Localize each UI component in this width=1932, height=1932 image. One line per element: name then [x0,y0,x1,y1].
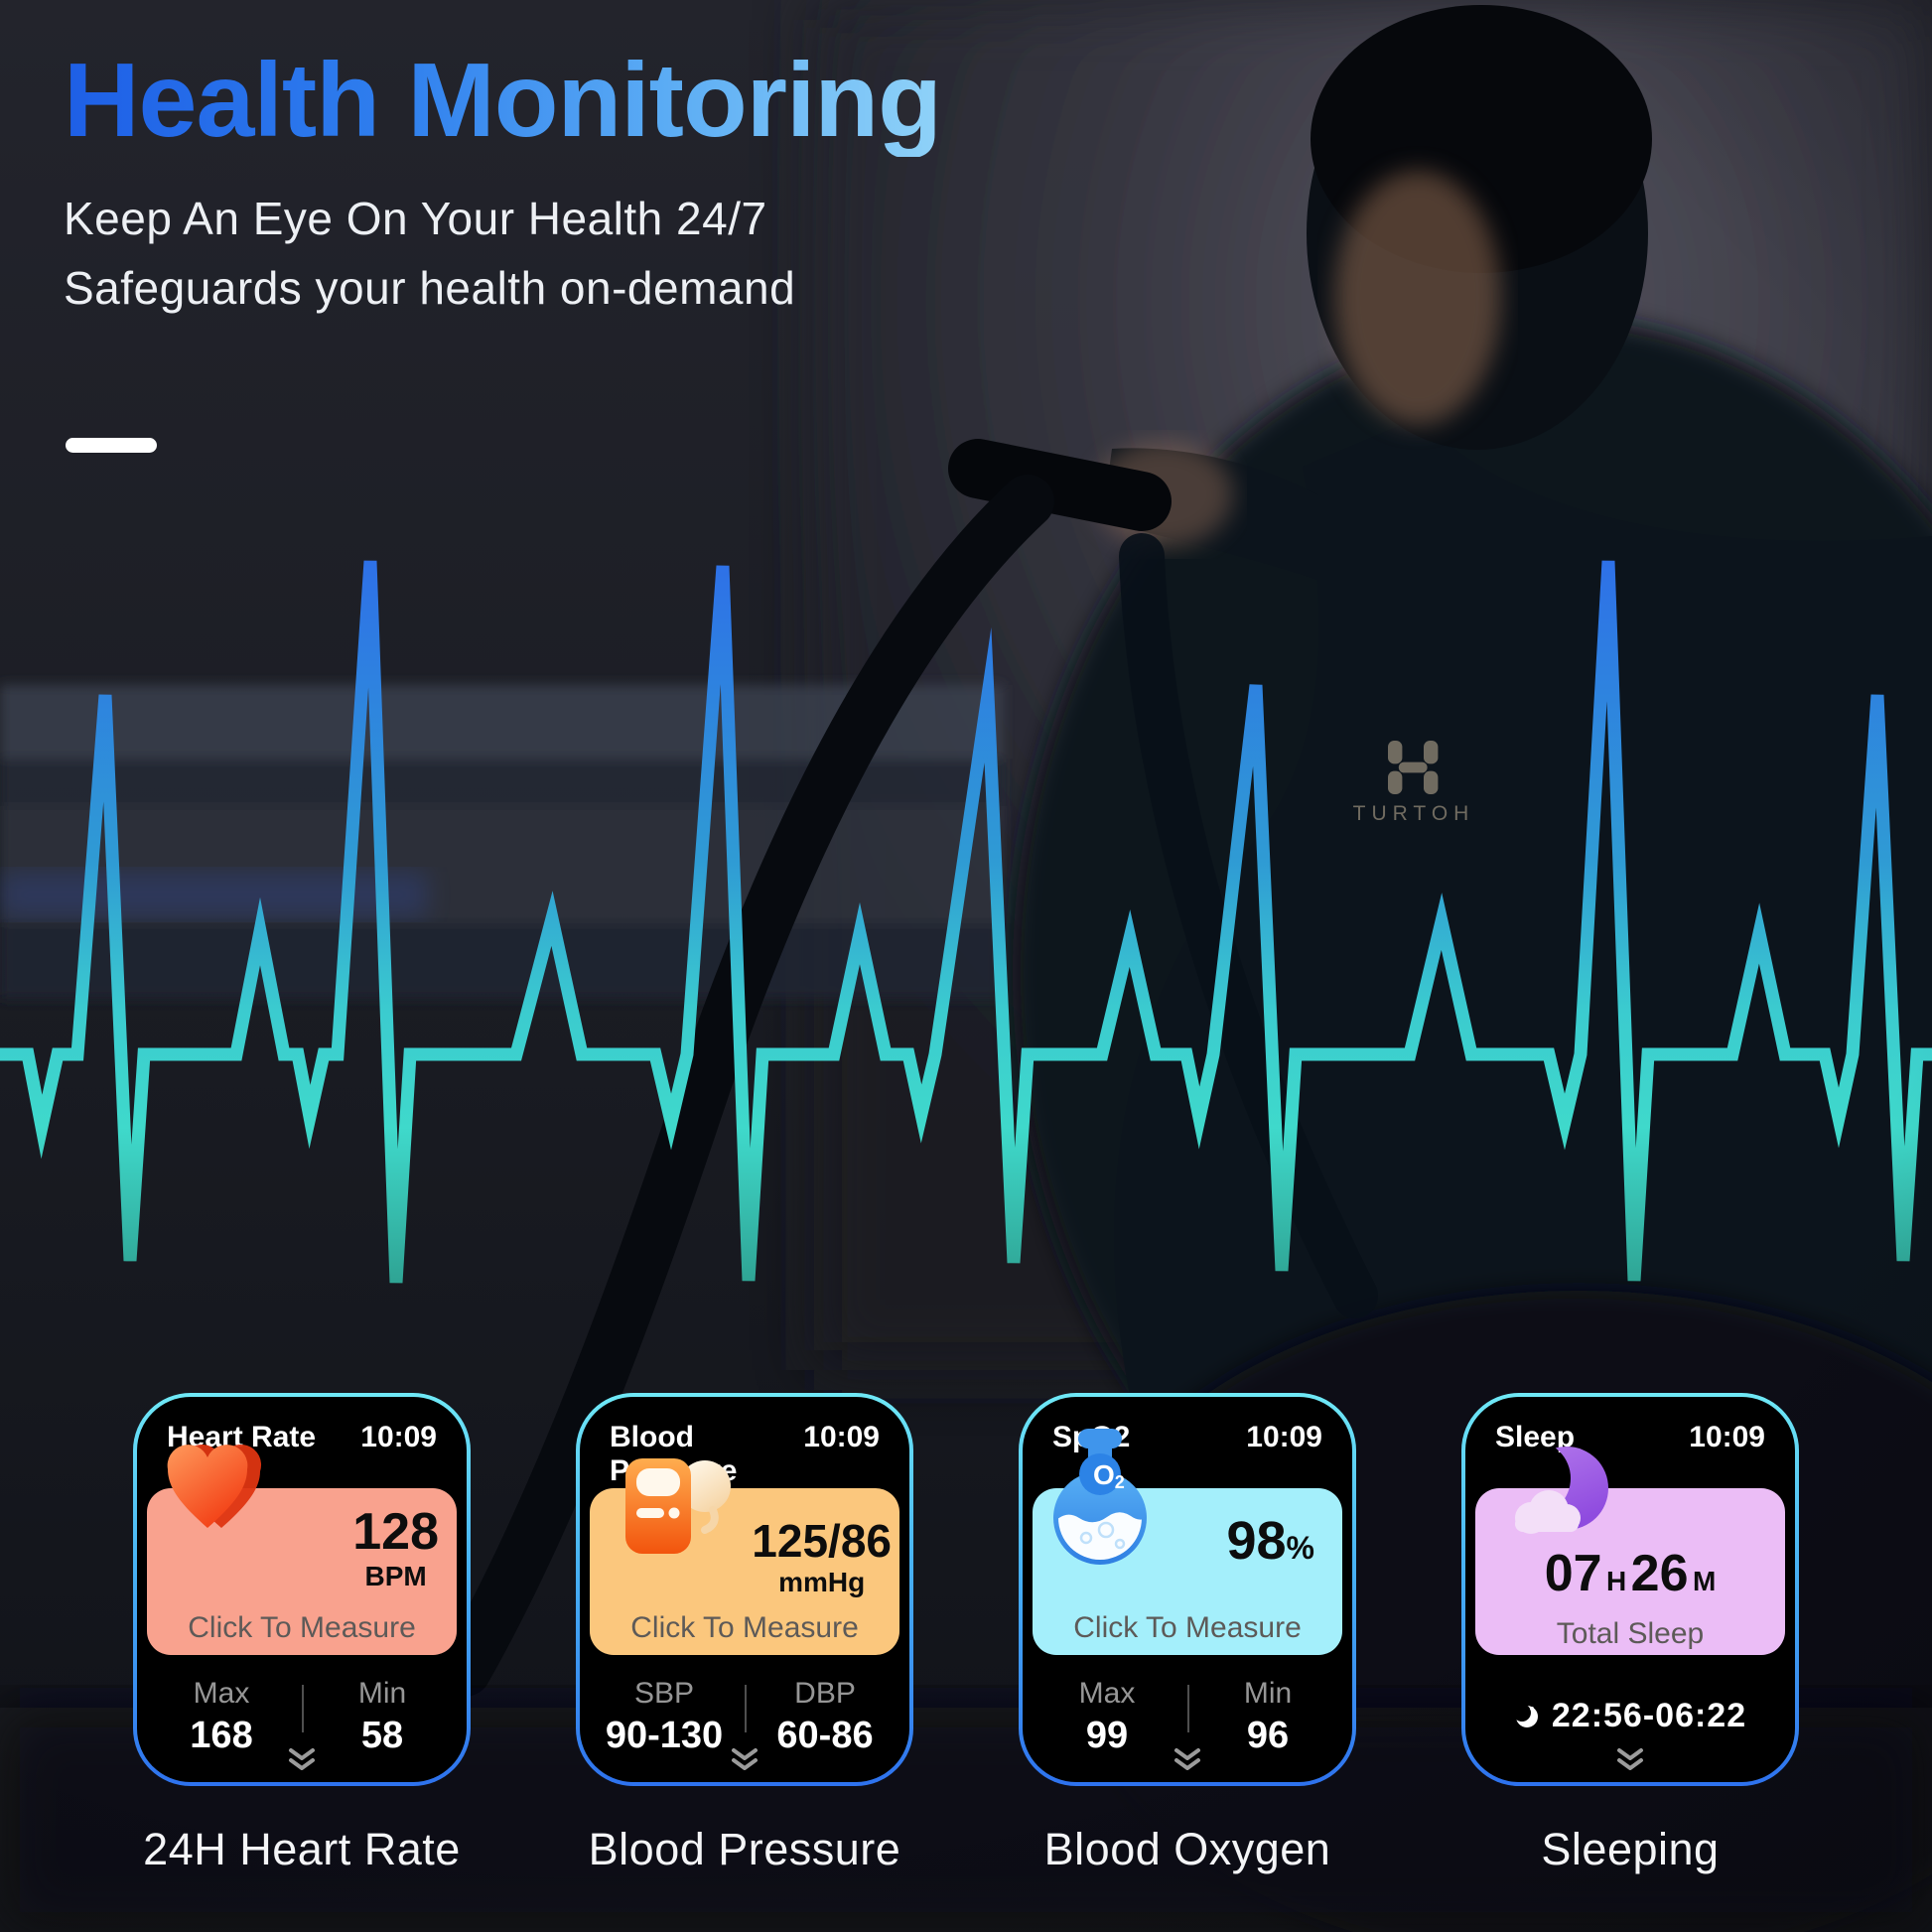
sleep-minutes-unit: M [1692,1566,1717,1596]
card-caption: Blood Oxygen [1043,1824,1331,1874]
measure-action[interactable]: Click To Measure [1073,1611,1302,1644]
card-caption: 24H Heart Rate [143,1824,461,1874]
sleep-minutes: 26 [1630,1545,1689,1602]
crescent-icon [1515,1705,1538,1727]
measure-action[interactable]: Click To Measure [630,1611,859,1644]
card-blood-pressure: Blood Pressure 10:09 [576,1393,913,1786]
stat-divider [302,1685,304,1732]
metric-unit: % [1286,1530,1314,1566]
flask-o2-label: O2 [1093,1459,1125,1492]
watch-cards-row: Heart Rate 10:09 128 BPM [0,1393,1932,1875]
stat-value: 60-86 [776,1715,874,1756]
card-heart-rate: Heart Rate 10:09 128 BPM [133,1393,471,1786]
stat-label: Min [1243,1677,1293,1710]
chevron-down-icon[interactable] [1170,1746,1205,1774]
card-spo2: SpO2 10:09 [1019,1393,1356,1786]
blue-light-streak [0,872,427,917]
metric-unit: mmHg [778,1566,866,1597]
metric-value: 128 [352,1503,439,1561]
sleep-hours-unit: H [1605,1566,1627,1596]
stat-divider [745,1685,747,1732]
card-column-blood-oxygen: SpO2 10:09 [1019,1393,1356,1875]
chevron-down-icon[interactable] [727,1746,762,1774]
metric-value: 98 [1226,1511,1287,1571]
hero: Health Monitoring Keep An Eye On Your He… [64,42,942,324]
card-caption: Blood Pressure [588,1824,901,1874]
card-column-blood-pressure: Blood Pressure 10:09 [576,1393,913,1875]
chevron-down-icon[interactable] [284,1746,320,1774]
oxygen-flask-icon: O2 [1053,1429,1147,1565]
stat-label: DBP [794,1677,856,1710]
stat-value: 90-130 [605,1715,724,1756]
card-time: 10:09 [1246,1421,1322,1453]
chevron-down-icon[interactable] [1612,1746,1648,1774]
hero-subtitle-line2: Safeguards your health on-demand [64,262,796,315]
stat-divider [1187,1685,1189,1732]
stat-value: 168 [190,1715,253,1756]
shirt-logo-text: TURTOH [1353,802,1475,825]
card-time: 10:09 [1689,1421,1765,1453]
hero-subtitle-line1: Keep An Eye On Your Health 24/7 [64,193,767,245]
sleep-range: 22:56-06:22 [1551,1697,1747,1734]
heart-icon [167,1444,262,1528]
divider-dash [66,438,157,453]
stat-label: Max [1078,1677,1136,1710]
blood-pressure-monitor-icon [625,1458,731,1554]
stat-label: Min [357,1677,407,1710]
page-title: Health Monitoring [64,42,942,159]
stat-value: 96 [1246,1715,1290,1756]
moon-cloud-icon [1515,1447,1608,1534]
card-sleep: Sleep 10:09 [1461,1393,1799,1786]
stat-value: 99 [1085,1715,1129,1756]
stat-label: SBP [633,1677,695,1710]
sleep-hours: 07 [1544,1545,1602,1602]
metric-value: 125/86 [752,1515,892,1567]
measure-action[interactable]: Click To Measure [188,1611,416,1644]
card-caption: Sleeping [1541,1824,1720,1874]
card-column-heart-rate: Heart Rate 10:09 128 BPM [133,1393,471,1875]
metric-unit: BPM [364,1561,427,1592]
athlete-face [1334,171,1501,425]
card-time: 10:09 [803,1421,880,1453]
stat-label: Max [193,1677,250,1710]
stat-value: 58 [360,1715,404,1756]
card-column-sleep: Sleep 10:09 [1461,1393,1799,1875]
total-sleep-label: Total Sleep [1556,1617,1705,1650]
card-time: 10:09 [360,1421,437,1453]
